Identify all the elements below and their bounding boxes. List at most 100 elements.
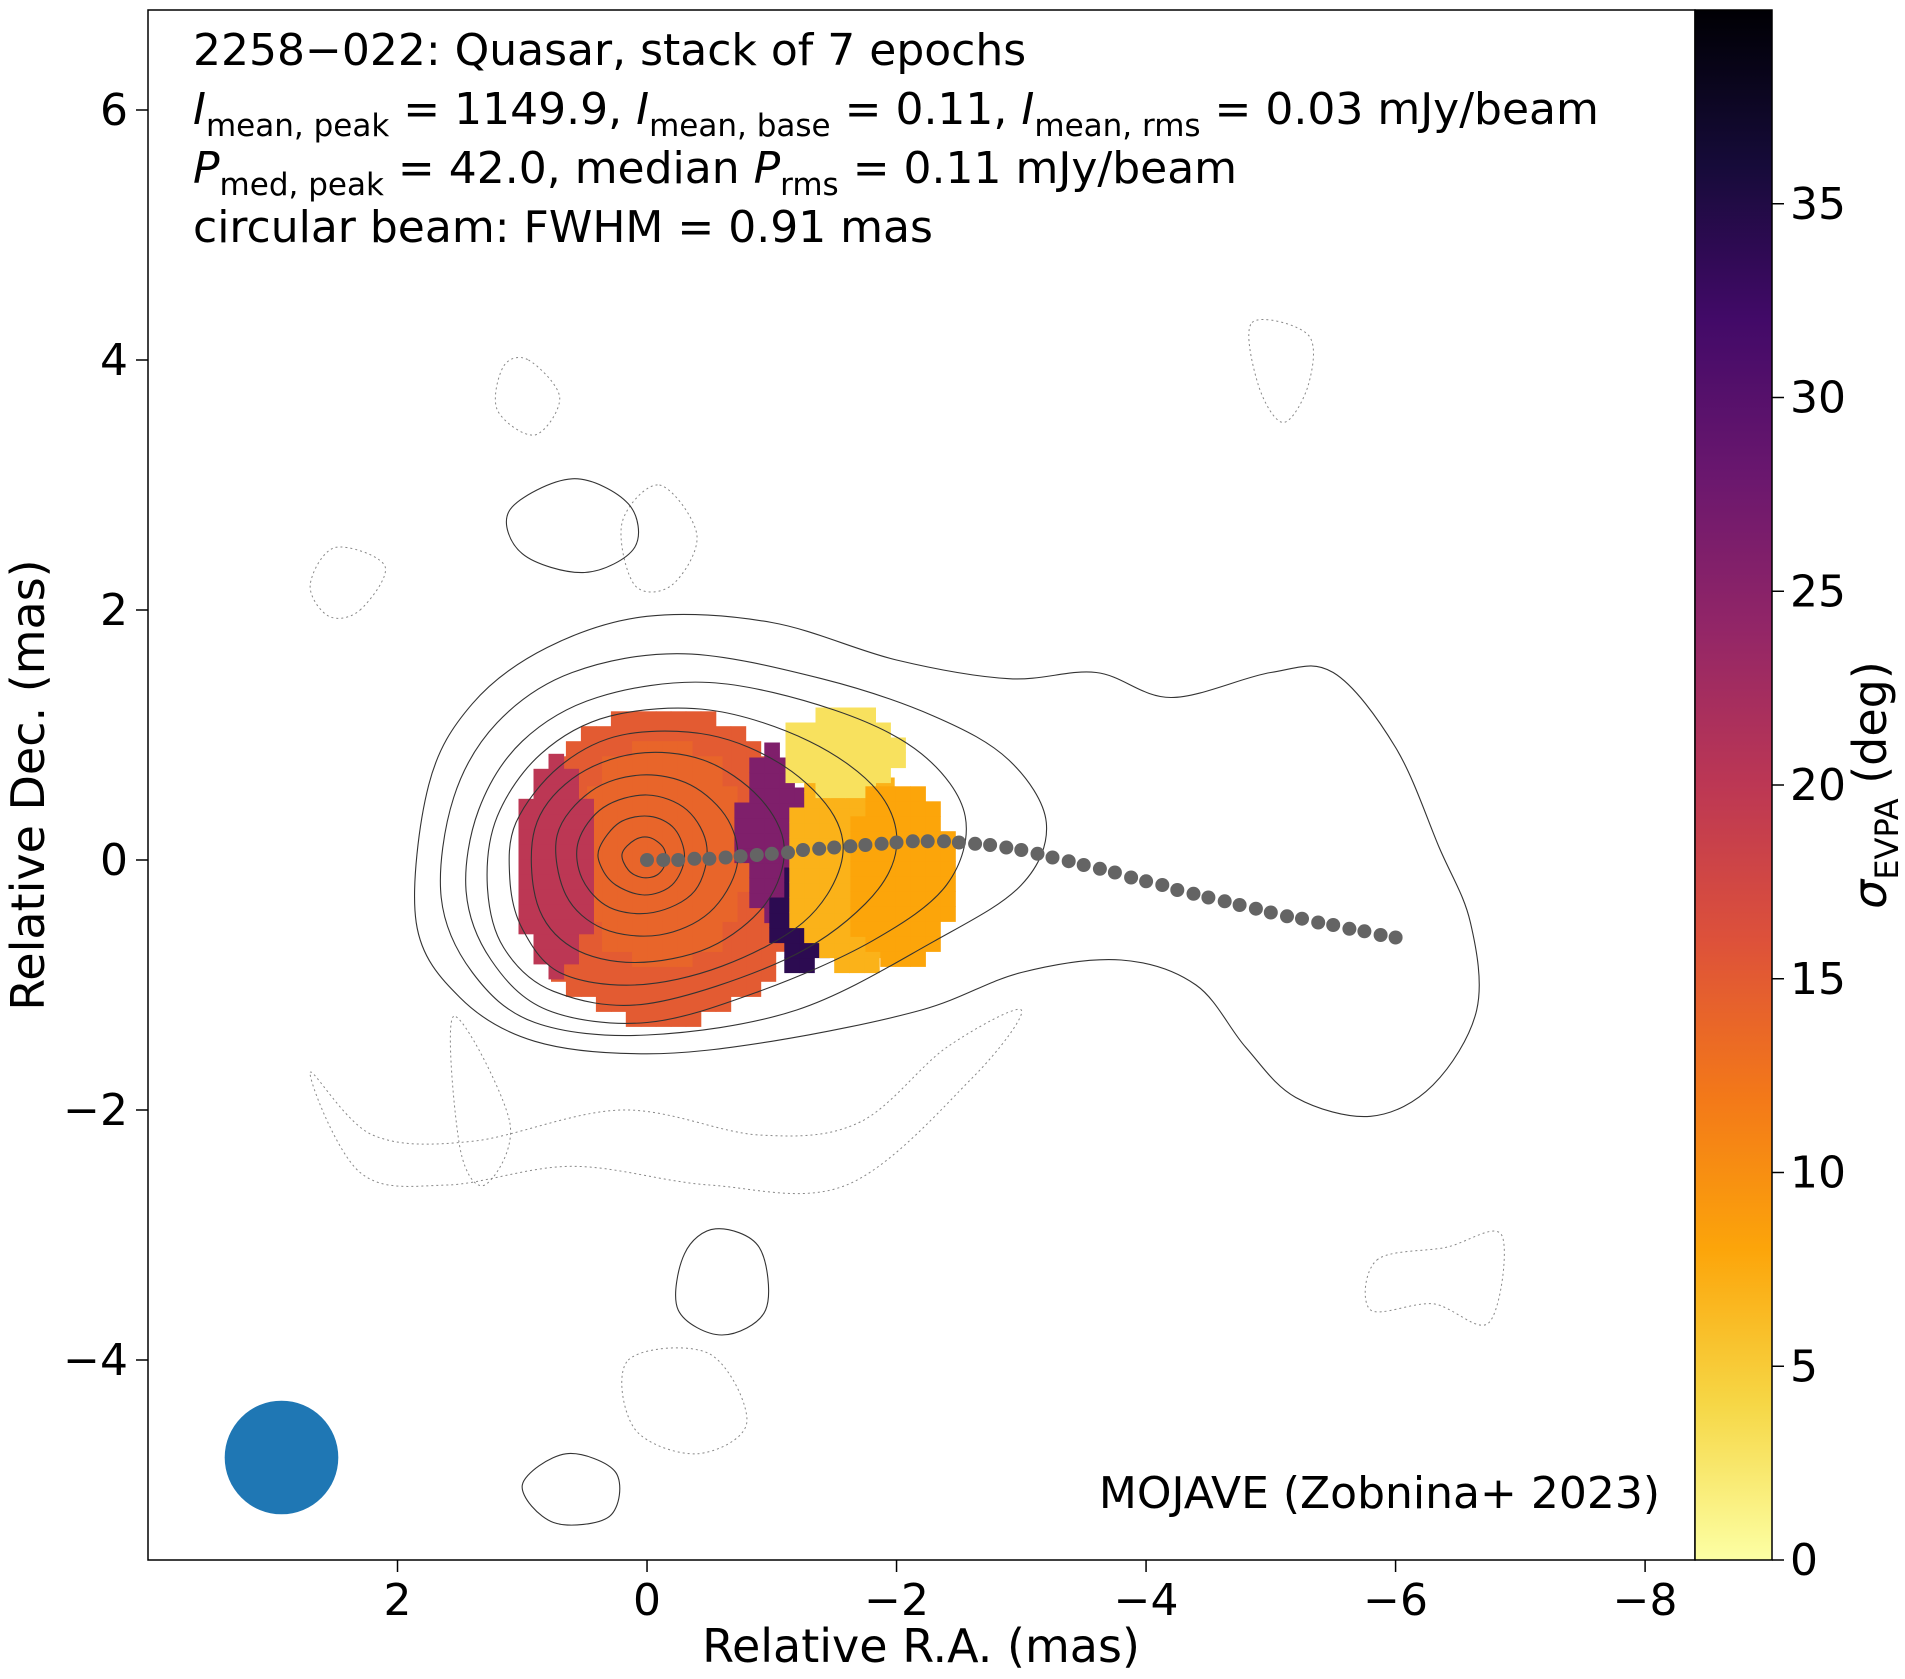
- heatmap-cell: [655, 726, 672, 742]
- colorbar-tick-label: 0: [1790, 1535, 1818, 1586]
- intensity-contour-level-1: [505, 478, 640, 574]
- heatmap-cell: [910, 786, 926, 802]
- heatmap-cell: [625, 996, 642, 1012]
- heatmap-cell: [662, 921, 678, 937]
- heatmap-cell: [819, 882, 835, 899]
- heatmap-cell: [706, 771, 723, 787]
- heatmap-cell: [700, 741, 717, 757]
- colorbar-tick-label: 5: [1790, 1341, 1818, 1392]
- heatmap-cell: [730, 726, 747, 742]
- heatmap-cell: [647, 951, 663, 967]
- heatmap-cell: [677, 921, 693, 937]
- ridgeline-point: [1295, 911, 1309, 926]
- intensity-contour-level-6: [530, 751, 785, 964]
- heatmap-cell: [691, 936, 708, 952]
- ridgeline-point: [640, 853, 654, 867]
- heatmap-cell: [910, 816, 926, 832]
- heatmap-cell: [700, 726, 717, 742]
- heatmap-cell: [563, 813, 579, 830]
- colorbar-label: σEVPA (deg): [1843, 661, 1905, 909]
- ridgeline-point: [718, 850, 733, 865]
- heatmap-cell: [548, 813, 565, 830]
- ridgeline-point: [858, 838, 873, 852]
- heatmap-cell: [721, 831, 738, 847]
- heatmap-cell: [518, 828, 535, 845]
- heatmap-cell: [849, 942, 865, 959]
- heatmap-cell: [706, 801, 723, 817]
- heatmap-cell: [565, 756, 582, 772]
- heatmap-cell: [749, 802, 765, 819]
- heatmap-cell: [789, 867, 805, 884]
- heatmap-cell: [736, 876, 753, 892]
- heatmap-cell: [721, 876, 738, 892]
- colorbar-tick-label: 25: [1790, 566, 1846, 617]
- heatmap-cell: [685, 711, 702, 727]
- heatmap-cell: [625, 1011, 642, 1027]
- intensity-contour-level-5: [508, 730, 844, 986]
- heatmap-cell: [602, 801, 618, 817]
- heatmap-cell: [734, 817, 750, 834]
- heatmap-cell: [580, 771, 597, 787]
- heatmap-cell: [764, 742, 780, 759]
- heatmap-cell: [548, 933, 565, 950]
- heatmap-cell: [819, 807, 835, 824]
- heatmap-cell: [880, 816, 896, 832]
- heatmap-cell: [789, 822, 805, 839]
- heatmap-cell: [706, 921, 723, 937]
- heatmap-cell: [685, 1011, 702, 1027]
- heatmap-cell: [715, 726, 732, 742]
- ridgeline-point: [905, 834, 920, 849]
- ridgeline-point: [1061, 854, 1076, 869]
- heatmap-cell: [662, 771, 678, 787]
- ridgeline-point: [1170, 883, 1185, 897]
- heatmap-cell: [845, 722, 861, 739]
- heatmap-cell: [865, 801, 881, 817]
- heatmap-cell: [800, 752, 817, 769]
- heatmap-cell: [721, 861, 738, 877]
- heatmap-cell: [533, 858, 550, 875]
- heatmap-cell: [880, 786, 896, 802]
- heatmap-cell: [764, 862, 780, 879]
- heatmap-cell: [518, 843, 535, 860]
- heatmap-cell: [610, 981, 627, 997]
- annotation-line: Pmed, peak = 42.0, median Prms = 0.11 mJ…: [193, 143, 1237, 203]
- heatmap-cell: [745, 981, 762, 997]
- heatmap-cell: [578, 888, 594, 905]
- heatmap-cell: [533, 918, 550, 935]
- heatmap-cell: [910, 846, 926, 862]
- heatmap-cell: [647, 786, 663, 802]
- heatmap-cell: [819, 822, 835, 839]
- heatmap-cell: [706, 891, 723, 907]
- ridgeline-point: [781, 845, 795, 860]
- heatmap-cell: [789, 897, 805, 914]
- heatmap-cell: [655, 996, 672, 1012]
- heatmap-cell: [910, 906, 926, 922]
- heatmap-cell: [830, 707, 846, 724]
- heatmap-cell: [563, 918, 579, 935]
- heatmap-cell: [764, 877, 780, 894]
- heatmap-cell: [677, 786, 693, 802]
- heatmap-cell: [745, 966, 762, 982]
- intensity-contour-level-1: [675, 1228, 770, 1336]
- heatmap-cell: [662, 831, 678, 847]
- heatmap-cell: [819, 897, 835, 914]
- heatmap-cell: [880, 951, 896, 967]
- heatmap-cell: [563, 798, 579, 815]
- heatmap-cell: [895, 846, 911, 862]
- heatmap-cell: [578, 813, 594, 830]
- heatmap-cell: [925, 861, 941, 877]
- heatmap-cell: [834, 867, 850, 884]
- heatmap-cell: [925, 876, 941, 892]
- heatmap-region-jet-base-west: [850, 786, 956, 967]
- colorbar-tick-label: 35: [1790, 179, 1846, 230]
- heatmap-cell: [749, 772, 765, 789]
- heatmap-cell: [632, 921, 648, 937]
- heatmap-cell: [706, 936, 723, 952]
- heatmap-cell: [925, 921, 941, 937]
- heatmap-cell: [533, 843, 550, 860]
- ridgeline-point: [1045, 850, 1060, 865]
- heatmap-cell: [799, 957, 815, 974]
- heatmap-cell: [617, 831, 633, 847]
- heatmap-cell: [910, 936, 926, 952]
- heatmap-cell: [880, 936, 896, 952]
